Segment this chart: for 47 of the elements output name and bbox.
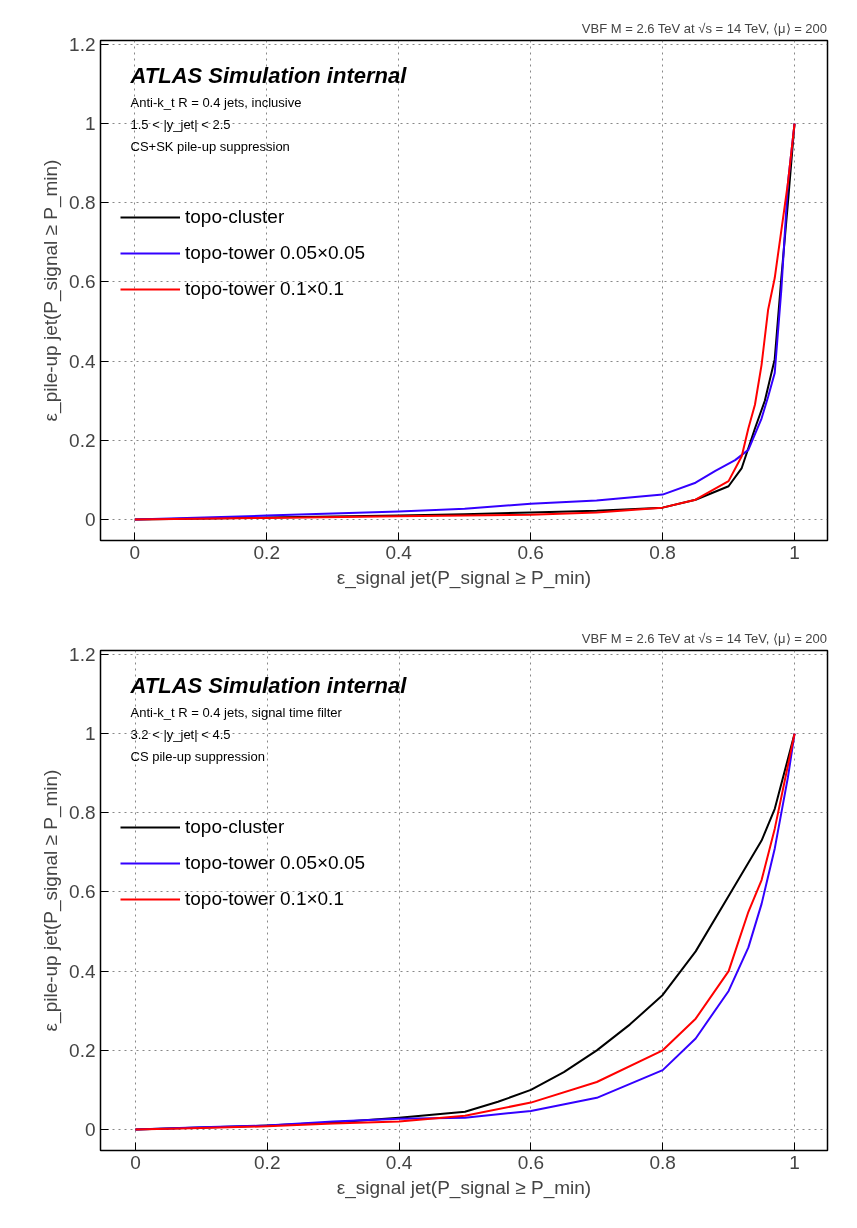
y-axis-title: ε_pile-up jet(P_signal ≥ P_min)	[40, 159, 63, 422]
y-tick-label: 0.4	[69, 960, 96, 982]
annotation: ATLAS Simulation internal	[129, 672, 408, 698]
y-tick-label: 0.8	[69, 192, 96, 214]
legend-label: topo-cluster	[185, 206, 285, 228]
y-tick-label: 0	[84, 509, 96, 531]
legend-label: topo-cluster	[185, 816, 285, 838]
line-series	[133, 122, 796, 521]
y-axis-title: ε_pile-up jet(P_signal ≥ P_min)	[40, 769, 63, 1032]
annotation: CS+SK pile-up suppression	[130, 138, 290, 154]
y-tick-label: 0.6	[69, 881, 96, 903]
y-tick-label: 0.2	[69, 429, 96, 451]
x-tick-label: 0.2	[254, 1151, 281, 1173]
y-tick-label: 1	[84, 723, 96, 745]
annotation: 1.5 < |y_jet| < 2.5	[130, 116, 231, 132]
x-tick-label: 0.6	[517, 541, 544, 563]
annotation: Anti-k_t R = 0.4 jets, inclusive	[130, 94, 302, 110]
x-tick-label: 0.4	[385, 541, 413, 563]
legend-label: topo-tower 0.05×0.05	[185, 852, 366, 874]
y-tick-label: 1.2	[69, 643, 96, 665]
legend-label: topo-tower 0.1×0.1	[185, 278, 344, 300]
x-tick-label: 0.8	[649, 1151, 676, 1173]
chart-title: VBF M = 2.6 TeV at √s = 14 TeV, ⟨μ⟩ = 200	[581, 630, 828, 646]
x-tick-label: 1	[789, 1151, 800, 1173]
x-tick-label: 0.2	[253, 541, 280, 563]
legend-label: topo-tower 0.1×0.1	[185, 888, 344, 910]
x-axis-title: ε_signal jet(P_signal ≥ P_min)	[336, 1176, 592, 1199]
annotation: ATLAS Simulation internal	[129, 62, 408, 88]
x-tick-label: 0	[130, 1151, 141, 1173]
x-axis-title: ε_signal jet(P_signal ≥ P_min)	[336, 566, 592, 589]
chart-title: VBF M = 2.6 TeV at √s = 14 TeV, ⟨μ⟩ = 200	[581, 20, 828, 36]
x-tick-label: 0.4	[385, 1151, 413, 1173]
annotation: Anti-k_t R = 0.4 jets, signal time filter	[130, 704, 343, 720]
x-tick-label: 0.8	[649, 541, 676, 563]
y-tick-label: 0.6	[69, 271, 96, 293]
y-tick-label: 0	[84, 1119, 96, 1141]
x-tick-label: 1	[789, 541, 800, 563]
annotation: 3.2 < |y_jet| < 4.5	[130, 726, 231, 742]
y-tick-label: 1	[84, 113, 96, 135]
annotation: CS pile-up suppression	[130, 748, 265, 764]
legend-label: topo-tower 0.05×0.05	[185, 242, 366, 264]
x-tick-label: 0	[129, 541, 141, 563]
y-tick-label: 0.4	[69, 350, 96, 372]
y-tick-label: 1.2	[69, 33, 96, 55]
y-tick-label: 0.8	[69, 802, 96, 824]
y-tick-label: 0.2	[69, 1039, 96, 1061]
x-tick-label: 0.6	[517, 1151, 545, 1173]
